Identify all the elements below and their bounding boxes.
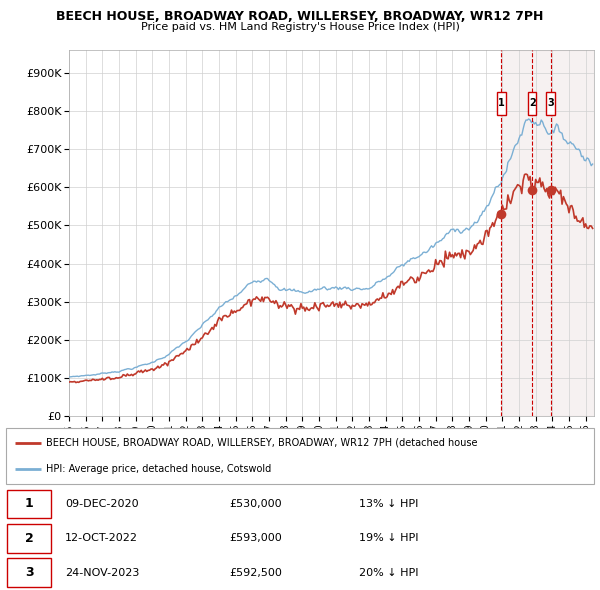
- Text: £592,500: £592,500: [229, 568, 283, 578]
- FancyBboxPatch shape: [547, 92, 555, 115]
- Text: 12-OCT-2022: 12-OCT-2022: [65, 533, 138, 543]
- Text: HPI: Average price, detached house, Cotswold: HPI: Average price, detached house, Cots…: [46, 464, 271, 474]
- Text: 19% ↓ HPI: 19% ↓ HPI: [359, 533, 418, 543]
- FancyBboxPatch shape: [497, 92, 506, 115]
- Text: 1: 1: [498, 99, 505, 109]
- Text: 3: 3: [547, 99, 554, 109]
- Text: 13% ↓ HPI: 13% ↓ HPI: [359, 499, 418, 509]
- Text: Price paid vs. HM Land Registry's House Price Index (HPI): Price paid vs. HM Land Registry's House …: [140, 22, 460, 32]
- Text: £530,000: £530,000: [229, 499, 282, 509]
- Text: 1: 1: [25, 497, 34, 510]
- FancyBboxPatch shape: [6, 428, 594, 484]
- Text: BEECH HOUSE, BROADWAY ROAD, WILLERSEY, BROADWAY, WR12 7PH: BEECH HOUSE, BROADWAY ROAD, WILLERSEY, B…: [56, 10, 544, 23]
- FancyBboxPatch shape: [7, 490, 51, 519]
- Text: 20% ↓ HPI: 20% ↓ HPI: [359, 568, 418, 578]
- FancyBboxPatch shape: [7, 558, 51, 587]
- Text: 2: 2: [25, 532, 34, 545]
- FancyBboxPatch shape: [7, 524, 51, 553]
- Text: £593,000: £593,000: [229, 533, 282, 543]
- Text: 2: 2: [529, 99, 536, 109]
- Text: 09-DEC-2020: 09-DEC-2020: [65, 499, 139, 509]
- Text: 3: 3: [25, 566, 34, 579]
- Text: BEECH HOUSE, BROADWAY ROAD, WILLERSEY, BROADWAY, WR12 7PH (detached house: BEECH HOUSE, BROADWAY ROAD, WILLERSEY, B…: [46, 438, 478, 448]
- FancyBboxPatch shape: [528, 92, 536, 115]
- Bar: [502, 50, 594, 416]
- Text: 24-NOV-2023: 24-NOV-2023: [65, 568, 139, 578]
